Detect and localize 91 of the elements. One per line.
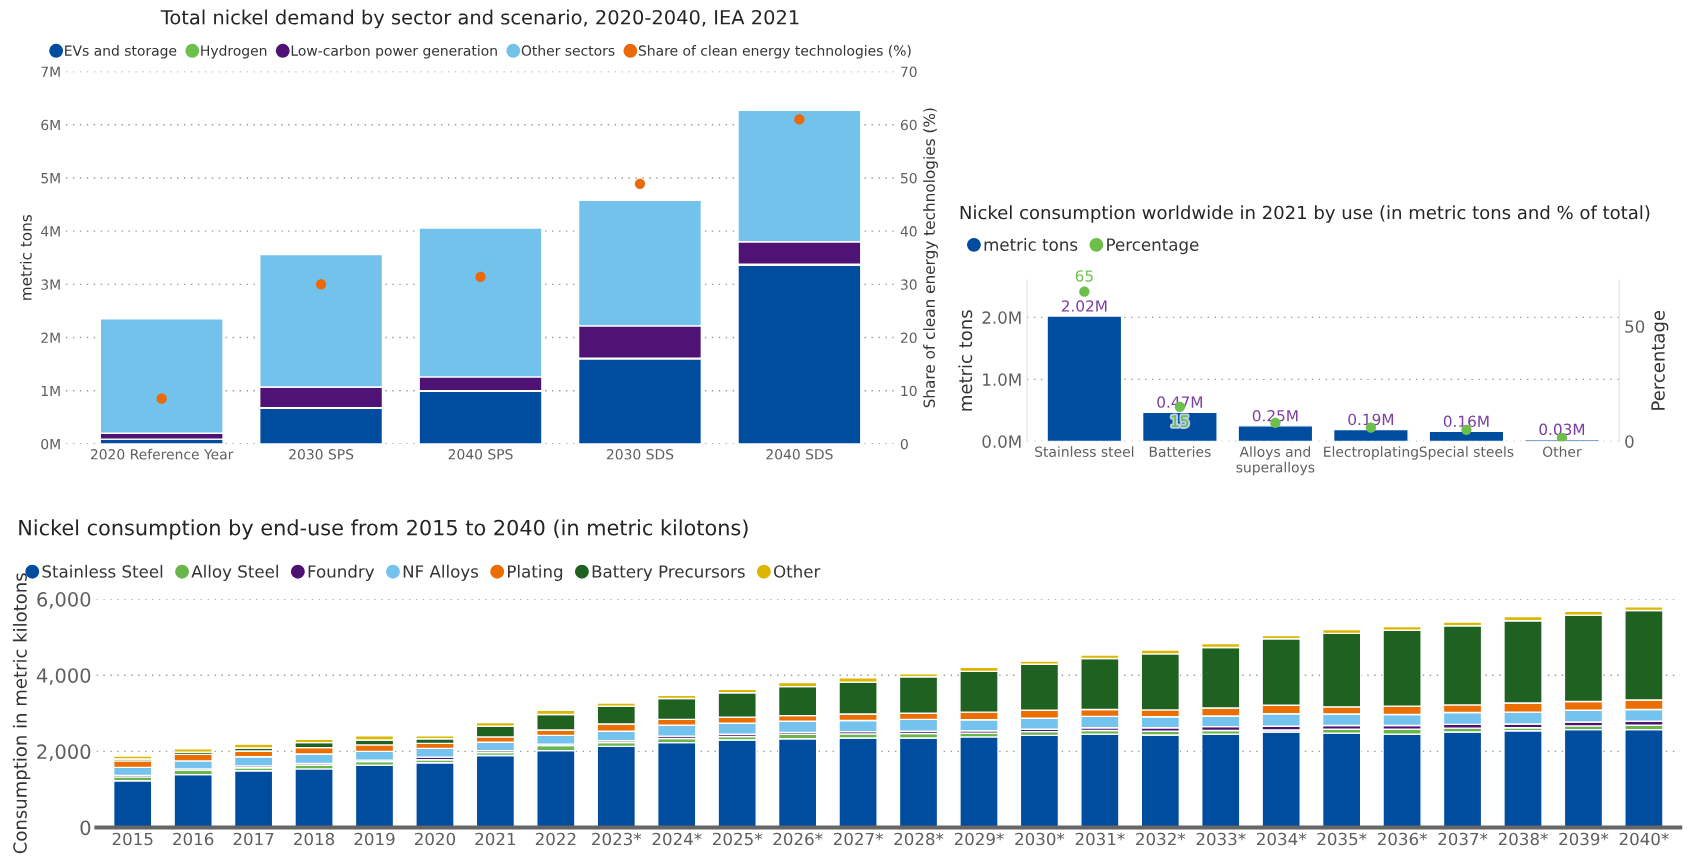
- y-tick-label: 2M: [41, 332, 60, 343]
- legend-label: metric tons: [984, 238, 1078, 251]
- legend-label: Hydrogen: [201, 45, 267, 59]
- y-tick-label: 2,000: [37, 744, 91, 762]
- legend-label: Percentage: [1107, 238, 1199, 255]
- x-tick-label: Other: [1543, 446, 1582, 457]
- x-tick-label: 2024*: [652, 832, 702, 846]
- data-label: 0.25M: [1252, 409, 1298, 422]
- x-tick-label: 2039*: [1559, 832, 1609, 846]
- y2-tick-label: 30: [900, 279, 917, 290]
- y2-tick-label: 50: [1625, 320, 1645, 333]
- x-tick-label: 2022: [535, 832, 576, 846]
- x-tick-label: 2019: [354, 832, 395, 846]
- legend-label: Other sectors: [521, 45, 615, 56]
- x-tick-label: 2028*: [894, 832, 944, 846]
- y-tick-label: 5M: [41, 173, 60, 184]
- y-axis-title: metric tons: [19, 214, 32, 300]
- x-tick-label: Special steels: [1419, 446, 1514, 460]
- legend-label: Alloy Steel: [191, 564, 278, 581]
- data-label: 15: [1171, 415, 1189, 427]
- x-tick-label: 2023*: [592, 832, 642, 846]
- y-tick-label: 1.0M: [983, 373, 1021, 386]
- legend-label: Foundry: [308, 564, 375, 581]
- y2-tick-label: 10: [901, 385, 917, 397]
- x-tick-label: 2016: [173, 832, 214, 846]
- legend-label: Plating: [508, 564, 563, 581]
- chart-title: Nickel consumption worldwide in 2021 by use (in metric tons and % of total): [960, 205, 1650, 223]
- data-label: 2.02M: [1061, 300, 1107, 312]
- x-tick-label: 2025*: [713, 832, 763, 846]
- x-tick-label: 2030 SDS: [606, 449, 674, 460]
- y-axis-title: Consumption in metric kilotons: [12, 573, 31, 854]
- x-tick-label: 2015: [112, 832, 153, 846]
- y2-axis-title: Percentage: [1651, 310, 1669, 410]
- x-tick-label: 2033*: [1196, 832, 1246, 846]
- x-tick-label: 2036*: [1377, 832, 1427, 846]
- y2-tick-label: 0: [900, 438, 908, 450]
- y2-tick-label: 50: [901, 172, 917, 184]
- legend-label: NF Alloys: [403, 564, 479, 581]
- y2-tick-label: 60: [900, 119, 917, 131]
- chart-title: Total nickel demand by sector and scenario, 2020-2040, IEA 2021: [160, 9, 799, 29]
- y2-tick-label: 20: [900, 332, 917, 344]
- x-tick-label: 2034*: [1257, 832, 1307, 846]
- legend-label: Low-carbon power generation: [291, 45, 497, 59]
- data-label: 0.16M: [1443, 415, 1489, 428]
- y-tick-label: 1M: [41, 385, 60, 397]
- x-tick-label: 2035*: [1317, 832, 1367, 846]
- x-tick-label: 2040 SDS: [766, 449, 833, 460]
- x-tick-label: 2017: [233, 832, 274, 846]
- y2-tick-label: 40: [900, 226, 917, 237]
- x-tick-label: 2029*: [954, 832, 1004, 846]
- x-tick-label: 2037*: [1438, 832, 1488, 846]
- y-tick-label: 3M: [41, 279, 60, 290]
- x-tick-label: Stainless steel: [1035, 446, 1134, 457]
- x-tick-label: 2020: [414, 832, 456, 846]
- x-tick-label: Electroplating: [1324, 446, 1418, 460]
- y-tick-label: 0M: [41, 438, 60, 450]
- x-tick-label: 2040 SPS: [448, 449, 513, 460]
- chart-title: Nickel consumption by end-use from 2015 to 2040 (in metric kilotons): [19, 519, 748, 540]
- y-tick-label: 4M: [40, 226, 60, 237]
- x-tick-label: 2021: [475, 832, 516, 846]
- y-tick-label: 2.0M: [982, 311, 1021, 324]
- x-tick-label: Batteries: [1149, 446, 1211, 457]
- y2-tick-label: 0: [1625, 435, 1634, 448]
- data-label: 65: [1075, 270, 1093, 282]
- x-tick-label: Alloys and superalloys: [1236, 446, 1315, 476]
- x-tick-label: 2031*: [1075, 832, 1125, 846]
- y2-axis-title: Share of clean energy technologies (%): [923, 108, 938, 408]
- x-tick-label: 2018: [294, 832, 335, 846]
- data-label: 0.19M: [1348, 413, 1394, 426]
- y-tick-label: 6M: [41, 119, 60, 131]
- y-axis-title: metric tons: [958, 310, 973, 411]
- legend-label: Stainless Steel: [42, 564, 163, 578]
- legend-label: Other: [773, 564, 821, 578]
- x-tick-label: 2027*: [833, 832, 883, 846]
- y-tick-label: 4,000: [36, 668, 91, 685]
- y2-tick-label: 70: [901, 66, 917, 78]
- legend-label: EVs and storage: [65, 45, 177, 59]
- y-tick-label: 7M: [41, 66, 60, 77]
- x-tick-label: 2032*: [1136, 832, 1186, 846]
- y-tick-label: 6,000: [37, 592, 91, 609]
- x-tick-label: 2040*: [1619, 832, 1669, 846]
- data-label: 0.03M: [1539, 423, 1585, 436]
- x-tick-label: 2020 Reference Year: [90, 448, 234, 460]
- x-tick-label: 2038*: [1498, 832, 1548, 846]
- x-tick-label: 2026*: [773, 832, 823, 846]
- x-tick-label: 2030*: [1015, 832, 1065, 846]
- x-tick-label: 2030 SPS: [289, 449, 354, 460]
- y-tick-label: 0.0M: [982, 435, 1021, 448]
- legend-label: Battery Precursors: [592, 565, 745, 581]
- y-tick-label: 0: [80, 820, 91, 836]
- legend-label: Share of clean energy technologies (%): [638, 45, 911, 59]
